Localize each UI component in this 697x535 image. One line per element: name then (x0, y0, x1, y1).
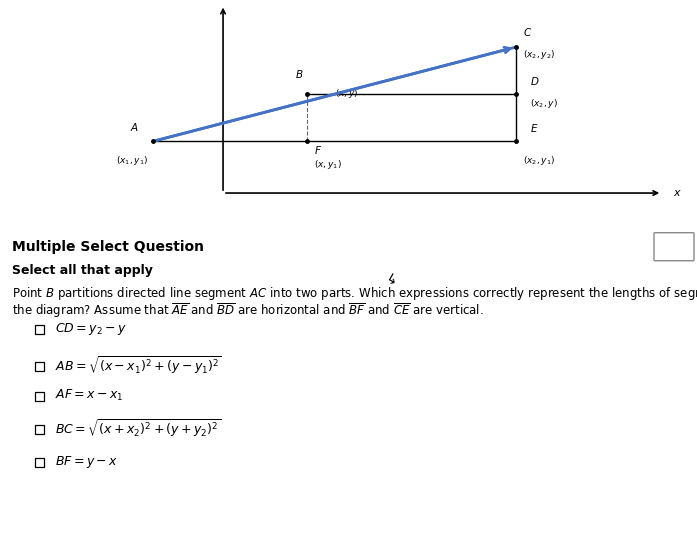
Text: ↳: ↳ (381, 272, 399, 289)
Bar (35, 458, 44, 468)
Text: $BF = y - x$: $BF = y - x$ (55, 454, 118, 470)
Bar (35, 425, 44, 434)
Text: $CD = y_2 - y$: $CD = y_2 - y$ (55, 321, 127, 337)
Text: $A$: $A$ (130, 121, 139, 133)
Bar (35, 325, 44, 334)
Text: ◁⧶: ◁⧶ (667, 242, 681, 252)
Text: $D$: $D$ (530, 75, 539, 87)
Text: $(x_2, y_2)$: $(x_2, y_2)$ (523, 48, 555, 61)
Bar (35, 392, 44, 401)
Text: $AB = \sqrt{(x - x_1)^2 + (y - y_1)^2}$: $AB = \sqrt{(x - x_1)^2 + (y - y_1)^2}$ (55, 355, 222, 377)
Text: $AF = x - x_1$: $AF = x - x_1$ (55, 388, 123, 403)
Text: $x$: $x$ (673, 188, 682, 198)
Text: $(x_2, y_1)$: $(x_2, y_1)$ (523, 154, 555, 167)
Text: $E$: $E$ (530, 122, 538, 134)
Text: $(x_2, y)$: $(x_2, y)$ (530, 96, 558, 110)
Text: $BC = \sqrt{(x + x_2)^2 + (y + y_2)^2}$: $BC = \sqrt{(x + x_2)^2 + (y + y_2)^2}$ (55, 418, 222, 440)
Text: $(x_1, y_1)$: $(x_1, y_1)$ (116, 154, 148, 167)
Text: $(x, y_1)$: $(x, y_1)$ (314, 158, 342, 171)
Text: $B$: $B$ (296, 68, 304, 80)
Bar (35, 362, 44, 371)
Text: $(x, y)$: $(x, y)$ (335, 87, 358, 100)
Text: the diagram? Assume that $\overline{AE}$ and $\overline{BD}$ are horizontal and : the diagram? Assume that $\overline{AE}$… (12, 301, 484, 320)
Text: $C$: $C$ (523, 26, 532, 37)
Text: Multiple Select Question: Multiple Select Question (12, 240, 204, 254)
Text: Select all that apply: Select all that apply (12, 264, 153, 277)
Text: Point $B$ partitions directed line segment $AC$ into two parts. Which expression: Point $B$ partitions directed line segme… (12, 285, 697, 302)
Text: $F$: $F$ (314, 143, 322, 156)
FancyBboxPatch shape (654, 233, 694, 261)
